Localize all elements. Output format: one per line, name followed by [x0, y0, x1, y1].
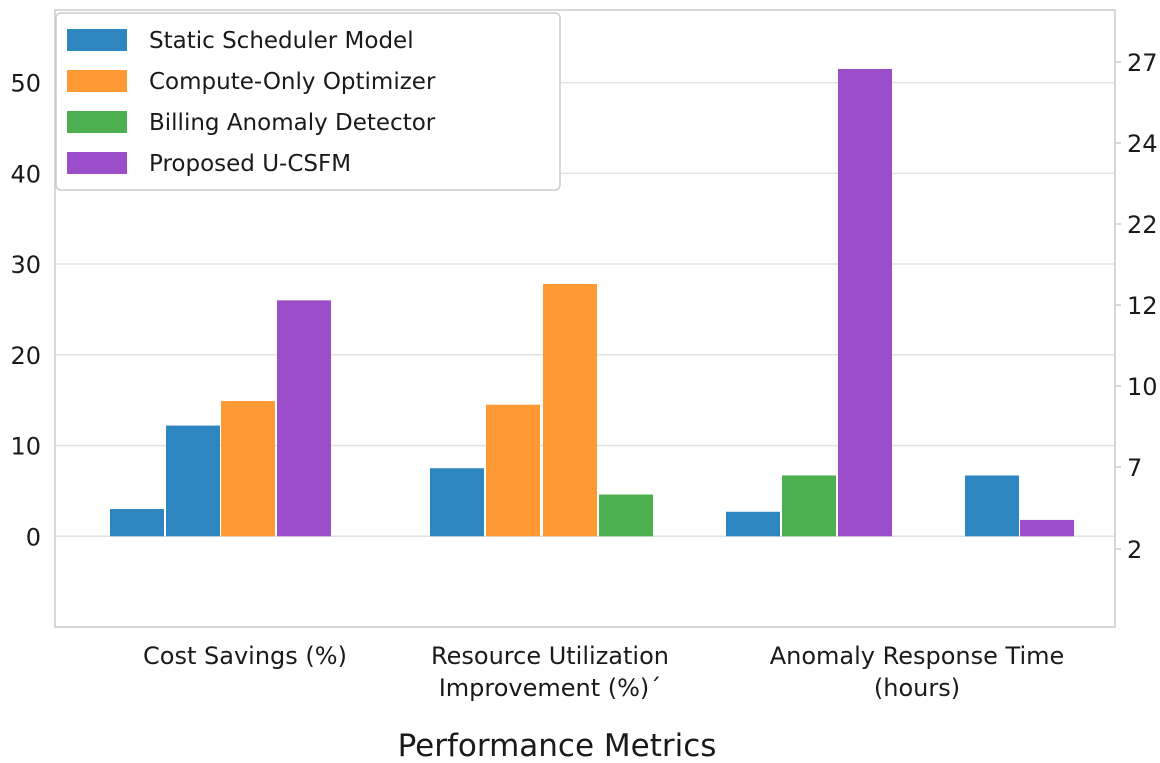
y2-tick-label: 22	[1127, 211, 1158, 239]
y2-tick-label: 7	[1127, 454, 1142, 482]
category-label-line: Resource Utilization	[431, 642, 669, 670]
bar	[726, 511, 780, 537]
bar	[782, 475, 836, 537]
legend-swatch	[67, 70, 127, 92]
legend-label: Billing Anomaly Detector	[149, 110, 436, 136]
category-label-line: Cost Savings (%)	[143, 642, 347, 670]
category-label-line: Improvement (%)´	[439, 674, 662, 702]
category-label: Resource Utilization Improvement (%)´	[431, 642, 669, 702]
y-tick-label: 40	[10, 160, 41, 188]
legend-box	[55, 12, 561, 191]
legend: Static Scheduler Model Compute-Only Optim…	[55, 12, 561, 191]
legend-swatch	[67, 111, 127, 133]
y2-tick-label: 10	[1127, 373, 1158, 401]
plot-frame	[54, 9, 1116, 628]
y2-tick-label: 24	[1127, 130, 1158, 158]
bar	[277, 300, 331, 537]
bar	[166, 425, 220, 537]
y-axis-left: 0 10 20 30 40 50	[10, 70, 41, 552]
legend-label: Proposed U-CSFM	[149, 151, 351, 177]
bar	[1020, 519, 1074, 537]
bars	[110, 68, 1074, 537]
legend-swatch	[67, 152, 127, 174]
y2-tick-label: 27	[1127, 49, 1158, 77]
y2-tick-label: 12	[1127, 292, 1158, 320]
y-tick-label: 0	[26, 523, 41, 551]
bar	[110, 509, 164, 537]
bar	[599, 494, 653, 537]
category-label: Anomaly Response Time (hours)	[770, 642, 1065, 702]
y-tick-label: 10	[10, 433, 41, 461]
y-tick-label: 20	[10, 342, 41, 370]
category-label: Cost Savings (%)	[143, 642, 347, 670]
bar	[838, 68, 892, 537]
x-axis-categories: Cost Savings (%) Resource Utilization Impr…	[143, 642, 1064, 702]
bar	[543, 284, 597, 537]
legend-label: Static Scheduler Model	[149, 28, 414, 54]
category-label-line: (hours)	[874, 674, 960, 702]
bar	[221, 401, 275, 537]
bar	[430, 468, 484, 537]
legend-label: Compute-Only Optimizer	[149, 69, 436, 95]
category-label-line: Anomaly Response Time	[770, 642, 1065, 670]
y2-tick-label: 2	[1127, 536, 1142, 564]
bar	[965, 475, 1019, 537]
y-tick-label: 30	[10, 251, 41, 279]
y-tick-label: 50	[10, 70, 41, 98]
legend-swatch	[67, 29, 127, 51]
x-axis-label: Performance Metrics	[398, 728, 717, 763]
bar	[486, 404, 540, 537]
